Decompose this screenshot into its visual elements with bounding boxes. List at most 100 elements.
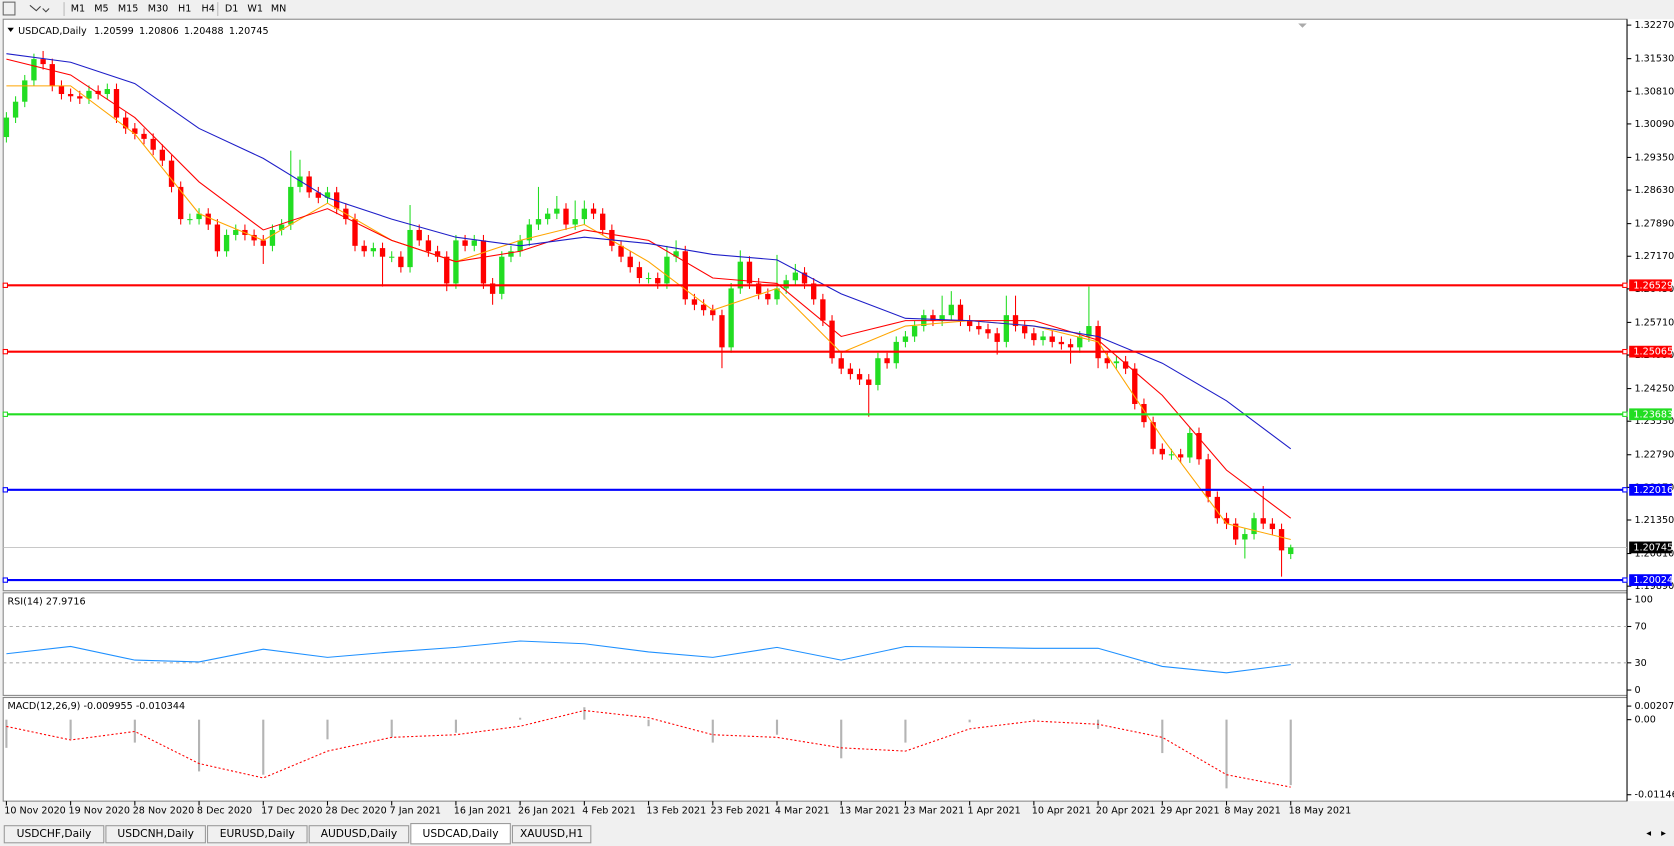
candle-body — [590, 208, 597, 214]
tab-scroll-right[interactable]: ▸ — [1661, 828, 1666, 839]
tab[interactable]: USDCHF,Daily — [3, 825, 105, 844]
candle-body — [535, 219, 542, 225]
y-tick-label: 1.32270 — [1634, 20, 1674, 31]
level-label: 1.20024 — [1633, 575, 1673, 586]
candle-body — [370, 248, 377, 252]
tab[interactable]: USDCNH,Daily — [105, 825, 206, 844]
candle-body — [1003, 315, 1010, 342]
timeframe-button[interactable]: D1 — [225, 4, 239, 15]
candle-body — [150, 138, 156, 150]
candle-body — [297, 176, 303, 187]
level-label-bg — [1629, 408, 1672, 421]
x-tick-label: 17 Dec 2020 — [261, 806, 322, 817]
timeframe-button[interactable]: M15 — [118, 4, 139, 15]
timeframe-button[interactable]: MN — [271, 4, 286, 15]
x-tick-label: 10 Nov 2020 — [4, 806, 66, 817]
candle-body — [361, 245, 367, 252]
timeframe-button[interactable]: M5 — [94, 4, 108, 15]
candle-body — [930, 315, 936, 321]
level-label: 1.23683 — [1633, 409, 1673, 420]
level-label-bg — [1629, 345, 1672, 358]
y-tick-label: 1.22790 — [1634, 450, 1674, 461]
level-handle[interactable] — [2, 487, 9, 493]
toolbar-icon[interactable] — [29, 4, 50, 13]
candle-body — [526, 224, 532, 241]
candle-body — [260, 240, 266, 246]
candle-body — [691, 299, 698, 305]
candle-body — [655, 278, 661, 284]
candle-body — [985, 329, 991, 334]
candle-body — [1040, 336, 1046, 341]
candle-body — [572, 219, 578, 225]
candle-body — [269, 229, 276, 246]
tab[interactable]: EURUSD,Daily — [207, 825, 308, 844]
candle-body — [416, 229, 422, 241]
toolbar-icon[interactable] — [2, 1, 16, 16]
candle-body — [122, 117, 129, 129]
x-tick-label: 8 Dec 2020 — [197, 806, 252, 817]
rsi-panel — [2, 592, 1628, 696]
x-tick-label: 26 Jan 2021 — [518, 806, 576, 817]
tab-label: EURUSD,Daily — [220, 827, 295, 840]
timeframe-button[interactable]: W1 — [247, 4, 263, 15]
level-handle[interactable] — [1622, 487, 1628, 493]
candle-body — [1132, 368, 1138, 404]
candle-body — [544, 213, 551, 220]
candle-body — [12, 101, 19, 118]
candle-body — [829, 320, 835, 359]
level-label: 1.25065 — [1633, 347, 1673, 358]
level-handle[interactable] — [2, 577, 9, 583]
candle-body — [113, 89, 120, 118]
x-tick-label: 8 May 2021 — [1224, 806, 1281, 817]
candle-body — [471, 240, 477, 246]
x-tick-label: 19 Nov 2020 — [68, 806, 130, 817]
tab[interactable]: USDCAD,Daily — [410, 823, 511, 845]
candle-body — [444, 256, 450, 284]
y-tick-label: -0.011462 — [1634, 790, 1674, 801]
timeframe-button[interactable]: M30 — [148, 4, 169, 15]
open: 1.20599 — [94, 26, 134, 37]
candle-body — [499, 256, 505, 294]
tab-bg — [308, 825, 410, 844]
candle-body — [1223, 518, 1230, 524]
candle-body — [710, 310, 716, 316]
low: 1.20488 — [184, 26, 224, 37]
candle-body — [40, 59, 46, 65]
level-handle[interactable] — [1622, 348, 1628, 355]
level-handle[interactable] — [2, 348, 9, 355]
candle-body — [104, 89, 110, 95]
candle-body — [866, 379, 872, 385]
y-tick-label: 1.31530 — [1634, 54, 1674, 65]
toolbar — [0, 0, 1674, 20]
candle-body — [1168, 454, 1175, 456]
tab-scroll-left[interactable]: ◂ — [1646, 828, 1651, 839]
candle-body — [95, 90, 101, 95]
level-handle[interactable] — [1622, 282, 1628, 288]
candle-body — [581, 208, 588, 220]
level-handle[interactable] — [2, 282, 9, 288]
candle-body — [462, 240, 468, 246]
tab[interactable]: AUDUSD,Daily — [308, 825, 410, 844]
candle-body — [31, 59, 37, 81]
candle-body — [3, 117, 10, 138]
tab-label: USDCHF,Daily — [17, 827, 92, 840]
tab[interactable]: XAUUSD,H1 — [511, 825, 592, 844]
candle-body — [636, 267, 643, 279]
candle-body — [86, 90, 92, 99]
candle-body — [1067, 344, 1074, 348]
y-tick-label: 1.24250 — [1634, 384, 1674, 395]
moving-average — [6, 53, 1292, 450]
y-tick-label: 0 — [1634, 685, 1640, 696]
tab-bg — [511, 825, 592, 844]
candle-body — [563, 208, 569, 225]
timeframe-button[interactable]: M1 — [71, 4, 85, 15]
timeframe-button[interactable]: H1 — [178, 4, 191, 15]
level-handle[interactable] — [1622, 577, 1628, 583]
level-handle[interactable] — [1622, 411, 1628, 417]
x-tick-label: 16 Jan 2021 — [454, 806, 512, 817]
symbol-header: USDCAD,Daily 1.20599 1.20806 1.20488 1.2… — [18, 26, 268, 37]
timeframe-button[interactable]: H4 — [202, 4, 215, 15]
candle-body — [22, 80, 28, 102]
level-handle[interactable] — [2, 411, 9, 417]
